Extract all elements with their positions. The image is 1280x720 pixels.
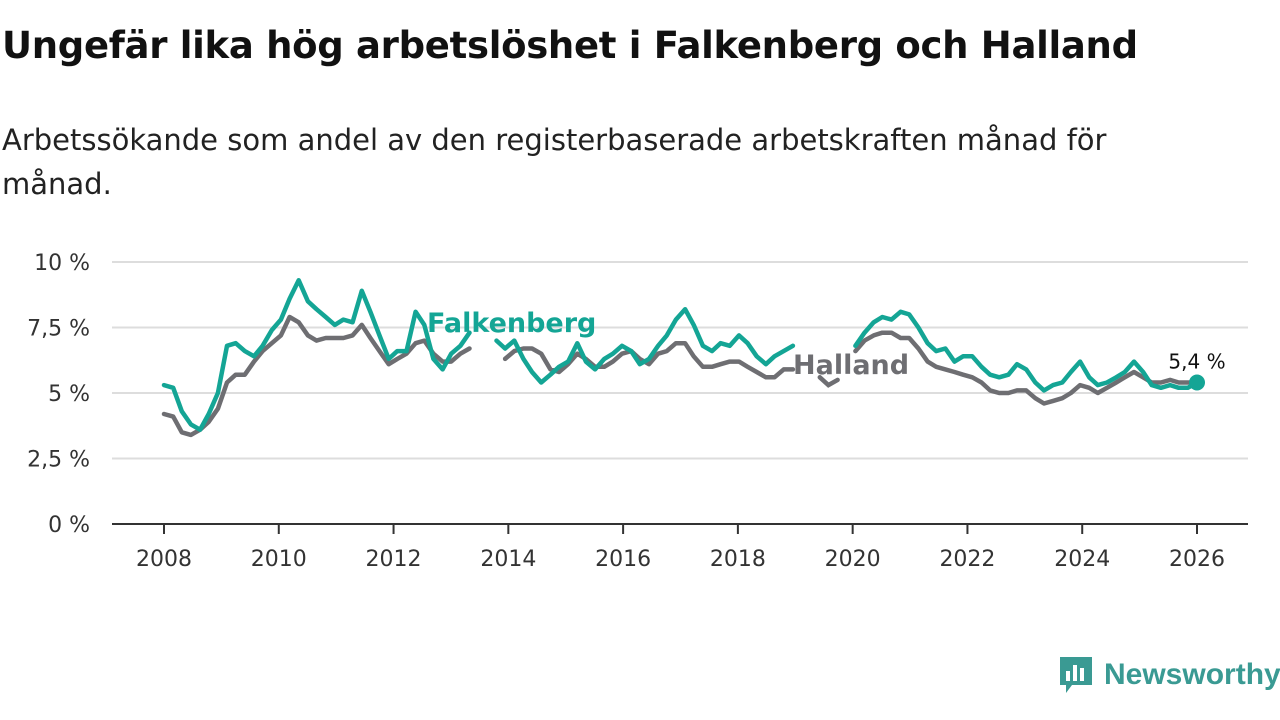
newsworthy-brand: Newsworthy bbox=[1058, 654, 1280, 696]
end-point-marker bbox=[1189, 374, 1205, 391]
x-tick-label: 2012 bbox=[366, 547, 422, 572]
x-tick-label: 2022 bbox=[939, 547, 995, 572]
x-tick-label: 2010 bbox=[251, 547, 307, 572]
y-tick-label: 0 % bbox=[48, 513, 90, 538]
y-tick-label: 10 % bbox=[34, 251, 90, 276]
y-tick-label: 7,5 % bbox=[27, 317, 90, 342]
y-tick-label: 2,5 % bbox=[27, 448, 90, 473]
brand-name: Newsworthy bbox=[1104, 658, 1280, 691]
newsworthy-logo-icon bbox=[1060, 657, 1092, 693]
x-tick-label: 2020 bbox=[825, 547, 881, 572]
series-line-falkenberg bbox=[161, 278, 472, 432]
y-tick-label: 5 % bbox=[48, 382, 90, 407]
series-labels: Falkenberg Halland bbox=[427, 308, 909, 381]
chart-title: Ungefär lika hög arbetslöshet i Falkenbe… bbox=[2, 24, 1138, 67]
x-tick-label: 2014 bbox=[480, 547, 536, 572]
x-axis: 2008 2010 2012 2014 2016 2018 2020 2022 2024 2026 bbox=[112, 523, 1248, 572]
end-value: 5,4 % bbox=[1168, 350, 1226, 391]
series-line-falkenberg bbox=[494, 306, 796, 385]
x-tick-label: 2008 bbox=[136, 547, 192, 572]
series-label-falkenberg: Falkenberg bbox=[427, 308, 596, 339]
series-line-fragment bbox=[817, 375, 840, 388]
series-line-halland bbox=[853, 330, 1200, 406]
series-line-halland bbox=[161, 314, 472, 438]
series-line-falkenberg bbox=[853, 309, 1200, 393]
x-tick-label: 2026 bbox=[1169, 547, 1225, 572]
x-tick-label: 2016 bbox=[595, 547, 651, 572]
chart-subtitle: Arbetssökande som andel av den registerb… bbox=[2, 123, 1107, 201]
x-tick-label: 2018 bbox=[710, 547, 766, 572]
series-label-halland: Halland bbox=[793, 350, 909, 381]
end-value-label: 5,4 % bbox=[1168, 350, 1225, 374]
series-lines bbox=[161, 278, 1200, 438]
y-axis-labels: 0 % 2,5 % 5 % 7,5 % 10 % bbox=[27, 251, 90, 538]
x-tick-label: 2024 bbox=[1054, 547, 1110, 572]
grid-lines bbox=[112, 261, 1248, 460]
